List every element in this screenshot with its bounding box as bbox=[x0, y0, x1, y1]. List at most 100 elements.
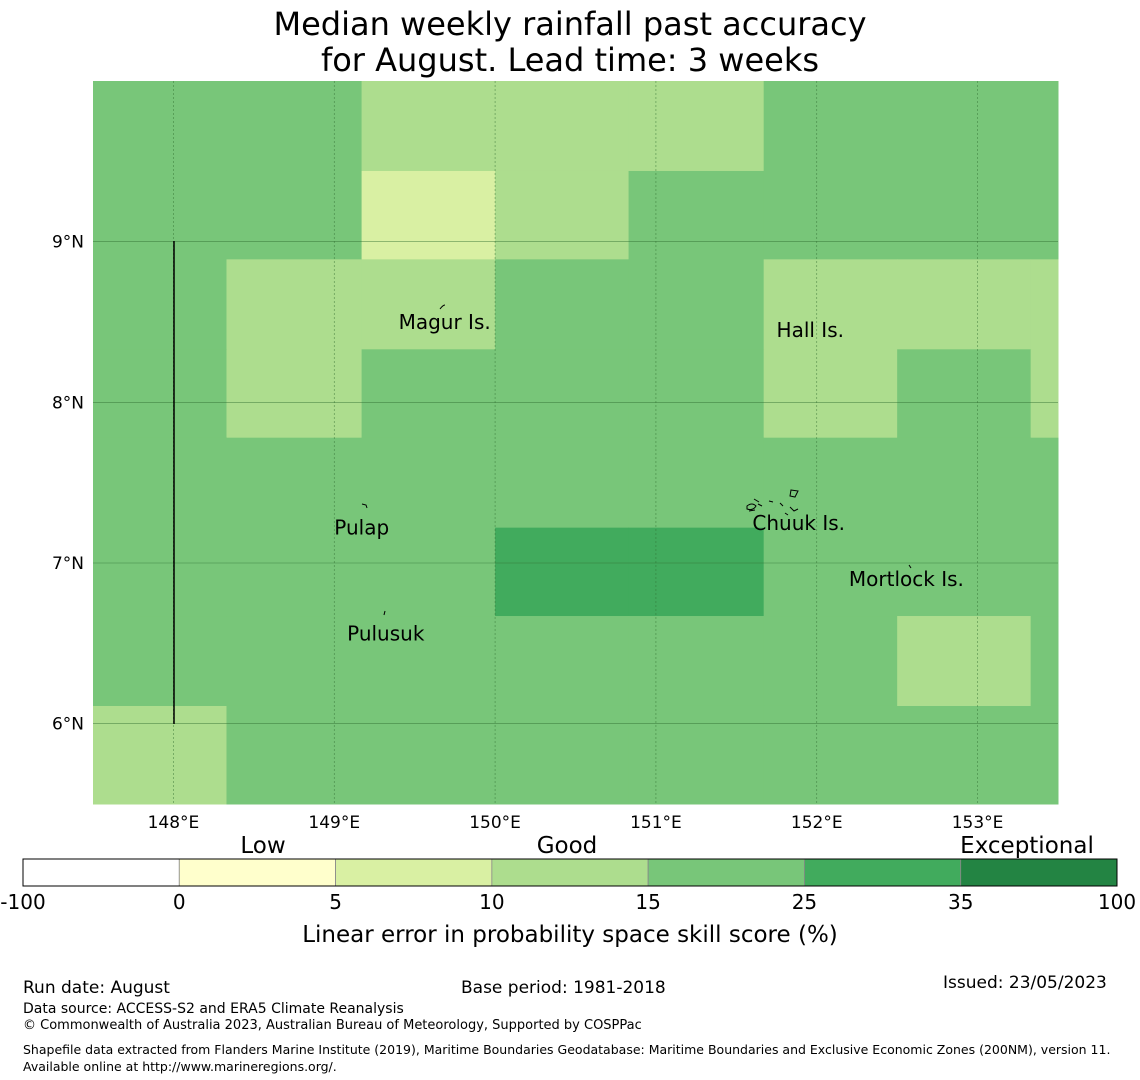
title-line-2: for August. Lead time: 3 weeks bbox=[320, 41, 820, 79]
grid-cell bbox=[1030, 705, 1059, 805]
grid-cell bbox=[897, 705, 1032, 805]
longitude-tick: 152°E bbox=[791, 813, 843, 833]
map-title: Median weekly rainfall past accuracy for… bbox=[0, 6, 1140, 78]
grid-cell bbox=[897, 527, 1032, 617]
place-labels: Magur Is. Hall Is. Pulap Chuuk Is. Mortlock … bbox=[334, 310, 964, 646]
grid-cell bbox=[1030, 437, 1059, 529]
grid-cell bbox=[495, 259, 630, 350]
grid-cell bbox=[93, 81, 227, 172]
legend-bin-label: 25 bbox=[792, 890, 817, 914]
grid-cell bbox=[495, 527, 630, 617]
grid-cell bbox=[495, 81, 630, 172]
grid-cell bbox=[226, 259, 363, 350]
grid-cell bbox=[226, 616, 363, 707]
grid-cell bbox=[897, 81, 1032, 172]
grid-cell bbox=[361, 437, 496, 529]
grid-cell bbox=[628, 437, 765, 529]
grid-cell bbox=[1030, 81, 1059, 172]
grid-cell bbox=[1030, 259, 1059, 350]
legend-bin-label: 0 bbox=[173, 890, 186, 914]
grid-cell bbox=[628, 170, 765, 260]
island-pulusuk bbox=[383, 610, 386, 616]
grid-cell bbox=[93, 170, 227, 260]
legend-bin bbox=[804, 858, 962, 887]
grid-cell bbox=[361, 616, 496, 707]
island-outlines bbox=[361, 304, 912, 616]
grid-cell bbox=[226, 349, 363, 439]
legend-bin-label: 15 bbox=[635, 890, 660, 914]
legend-bin-label: 35 bbox=[948, 890, 973, 914]
latitude-tick-labels: 9°N 8°N 7°N 6°N bbox=[52, 233, 84, 735]
latitude-tick: 8°N bbox=[52, 393, 84, 413]
grid-cell bbox=[628, 259, 765, 350]
longitude-tick: 148°E bbox=[148, 813, 200, 833]
grid-cell bbox=[763, 81, 898, 172]
grid-cell bbox=[1030, 616, 1059, 707]
grid-cell bbox=[93, 527, 227, 617]
latitude-tick: 9°N bbox=[52, 233, 84, 253]
grid-cell bbox=[495, 616, 630, 707]
longitude-tick-labels: 148°E 149°E 150°E 151°E 152°E 153°E bbox=[148, 813, 1004, 833]
place-label: Hall Is. bbox=[777, 318, 844, 342]
grid-cell bbox=[628, 527, 765, 617]
grid-cell bbox=[763, 616, 898, 707]
grid-cell bbox=[226, 81, 363, 172]
legend-bin bbox=[178, 858, 336, 887]
issued-date: Issued: 23/05/2023 bbox=[943, 973, 1107, 993]
grid-cell bbox=[93, 349, 227, 439]
legend-bin bbox=[647, 858, 805, 887]
place-label: Mortlock Is. bbox=[849, 567, 964, 591]
grid-cell bbox=[361, 705, 496, 805]
grid-cell bbox=[763, 527, 898, 617]
grid-cells bbox=[93, 81, 1059, 805]
legend-bin-label: -100 bbox=[0, 890, 45, 914]
grid-cell bbox=[763, 259, 898, 350]
legend-axis-label: Linear error in probability space skill … bbox=[302, 922, 838, 948]
longitude-tick: 149°E bbox=[308, 813, 360, 833]
grid-cell bbox=[361, 349, 496, 439]
skill-score-map: Magur Is. Hall Is. Pulap Chuuk Is. Mortlock … bbox=[52, 81, 1059, 833]
legend-bin bbox=[960, 858, 1118, 887]
grid-cell bbox=[361, 81, 496, 172]
grid-cell bbox=[495, 170, 630, 260]
grid-cell bbox=[361, 259, 496, 350]
island-magur bbox=[439, 304, 446, 310]
copyright: © Commonwealth of Australia 2023, Austra… bbox=[23, 1018, 642, 1033]
grid-cell bbox=[763, 349, 898, 439]
grid-cell bbox=[226, 170, 363, 260]
grid-cell bbox=[628, 81, 765, 172]
grid-cell bbox=[763, 705, 898, 805]
grid-cell bbox=[897, 170, 1032, 260]
legend-bin-label: 10 bbox=[479, 890, 504, 914]
legend-bin-labels: -100 0 5 10 15 25 35 100 bbox=[0, 890, 1136, 914]
grid-cell bbox=[495, 705, 630, 805]
grid-cell bbox=[897, 437, 1032, 529]
grid-cell bbox=[93, 259, 227, 350]
longitude-tick: 150°E bbox=[469, 813, 521, 833]
grid-cell bbox=[1030, 527, 1059, 617]
legend-bin bbox=[335, 858, 493, 887]
data-source: Data source: ACCESS-S2 and ERA5 Climate … bbox=[23, 1001, 404, 1017]
grid-cell bbox=[1030, 170, 1059, 260]
legend-frame bbox=[22, 858, 1118, 887]
island-pulap bbox=[361, 503, 368, 509]
run-date: Run date: August bbox=[23, 978, 170, 998]
legend-bin-label: 5 bbox=[329, 890, 342, 914]
grid-cell bbox=[495, 437, 630, 529]
grid-cell bbox=[763, 170, 898, 260]
legend-bin bbox=[22, 858, 180, 887]
grid-cell bbox=[495, 349, 630, 439]
longitude-tick: 153°E bbox=[952, 813, 1004, 833]
legend-bin bbox=[491, 858, 649, 887]
place-label: Pulap bbox=[334, 516, 389, 540]
place-label: Pulusuk bbox=[347, 622, 425, 646]
grid-cell bbox=[361, 527, 496, 617]
grid-cell bbox=[628, 705, 765, 805]
island-mortlock bbox=[908, 564, 912, 569]
title-line-1: Median weekly rainfall past accuracy bbox=[273, 5, 867, 43]
latitude-tick: 7°N bbox=[52, 554, 84, 574]
longitude-tick: 151°E bbox=[630, 813, 682, 833]
place-label: Magur Is. bbox=[399, 310, 491, 334]
island-chuuk bbox=[746, 489, 799, 516]
grid-cell bbox=[226, 437, 363, 529]
